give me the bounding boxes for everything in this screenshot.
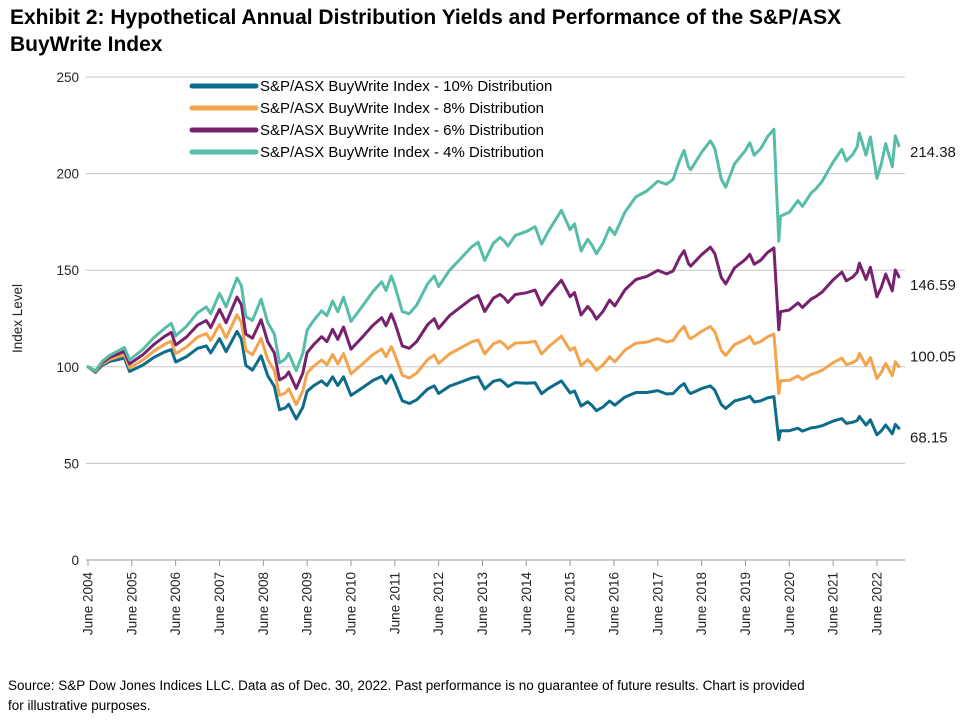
series-line-6distribution — [86, 245, 901, 390]
y-tick-label: 0 — [71, 553, 79, 568]
series-end-value-label: 100.05 — [910, 349, 956, 366]
legend-label: S&P/ASX BuyWrite Index - 8% Distribution — [260, 100, 544, 117]
y-tick-label: 200 — [56, 167, 79, 182]
x-tick-label: June 2006 — [168, 572, 183, 635]
legend-label: S&P/ASX BuyWrite Index - 6% Distribution — [260, 122, 544, 139]
x-tick-label: June 2008 — [256, 572, 271, 635]
chart-canvas: 0 50 100 150 200 250 June 2004 June 2005 June 20… — [10, 70, 956, 636]
source-note: Source: S&P Dow Jones Indices LLC. Data … — [8, 678, 805, 713]
series-end-value-label: 68.15 — [910, 429, 948, 446]
x-tick-label: June 2022 — [869, 572, 884, 635]
legend-label: S&P/ASX BuyWrite Index - 4% Distribution — [260, 144, 544, 161]
chart-title: Exhibit 2: Hypothetical Annual Distribut… — [10, 6, 842, 57]
x-tick-label: June 2018 — [694, 572, 709, 635]
y-tick-label: 100 — [56, 360, 79, 375]
x-tick-label: June 2015 — [563, 572, 578, 635]
series-line-4distribution — [86, 127, 901, 373]
x-tick-label: June 2013 — [475, 572, 490, 635]
series-end-value-label: 214.38 — [910, 144, 956, 161]
chart-area: 0 50 100 150 200 250 June 2004 June 2005 June 20… — [0, 60, 969, 672]
y-tick-label: 150 — [56, 263, 79, 278]
x-tick-label: June 2021 — [826, 572, 841, 635]
x-tick-label: June 2019 — [738, 572, 753, 635]
x-tick-label: June 2004 — [81, 572, 96, 636]
x-tick-label: June 2011 — [387, 572, 402, 634]
series-line-10distribution — [86, 329, 901, 442]
x-tick-label: June 2014 — [519, 572, 534, 636]
y-axis-title: Index Level — [10, 284, 25, 353]
x-tick-label: June 2020 — [782, 572, 797, 635]
x-tick-label: June 2016 — [606, 572, 621, 635]
x-tick-label: June 2005 — [124, 572, 139, 635]
series-end-value-label: 146.59 — [910, 277, 956, 294]
legend-label: S&P/ASX BuyWrite Index - 10% Distributio… — [260, 78, 552, 95]
x-tick-label: June 2012 — [431, 572, 446, 635]
series-line-8distribution — [86, 313, 901, 406]
x-tick-label: June 2007 — [212, 572, 227, 635]
x-tick-label: June 2009 — [300, 572, 315, 635]
y-tick-label: 250 — [56, 70, 79, 85]
y-tick-label: 50 — [64, 456, 79, 471]
x-tick-label: June 2017 — [650, 572, 665, 635]
x-tick-label: June 2010 — [343, 572, 358, 635]
